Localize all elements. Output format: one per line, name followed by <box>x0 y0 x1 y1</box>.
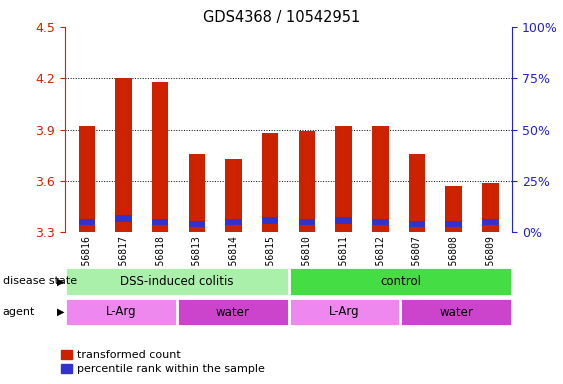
Bar <box>262 133 279 232</box>
Bar <box>262 217 279 224</box>
Text: L-Arg: L-Arg <box>329 306 360 318</box>
Bar <box>177 298 289 326</box>
Bar <box>409 154 425 232</box>
Bar <box>400 298 512 326</box>
Bar <box>115 215 132 222</box>
Bar <box>445 186 462 232</box>
Bar <box>409 221 425 227</box>
Bar <box>336 217 352 224</box>
Bar <box>372 219 388 225</box>
Text: disease state: disease state <box>3 276 77 286</box>
Bar <box>445 221 462 227</box>
Text: water: water <box>216 306 249 318</box>
Text: GDS4368 / 10542951: GDS4368 / 10542951 <box>203 10 360 25</box>
Bar <box>225 159 242 232</box>
Bar <box>298 219 315 225</box>
Text: ▶: ▶ <box>56 276 64 286</box>
Bar <box>65 267 289 296</box>
Legend: transformed count, percentile rank within the sample: transformed count, percentile rank withi… <box>56 345 270 379</box>
Text: L-Arg: L-Arg <box>105 306 136 318</box>
Bar <box>78 126 95 232</box>
Text: agent: agent <box>3 307 35 317</box>
Bar <box>78 218 95 225</box>
Text: water: water <box>440 306 473 318</box>
Bar <box>298 131 315 232</box>
Bar <box>482 183 499 232</box>
Text: DSS-induced colitis: DSS-induced colitis <box>120 275 234 288</box>
Bar <box>289 267 512 296</box>
Bar <box>482 219 499 225</box>
Bar <box>152 82 168 232</box>
Bar <box>372 126 388 232</box>
Text: control: control <box>380 275 421 288</box>
Bar <box>289 298 400 326</box>
Bar <box>189 154 205 232</box>
Bar <box>336 126 352 232</box>
Bar <box>115 78 132 232</box>
Bar <box>189 221 205 227</box>
Bar <box>225 219 242 225</box>
Bar <box>152 219 168 225</box>
Text: ▶: ▶ <box>56 307 64 317</box>
Bar <box>65 298 177 326</box>
